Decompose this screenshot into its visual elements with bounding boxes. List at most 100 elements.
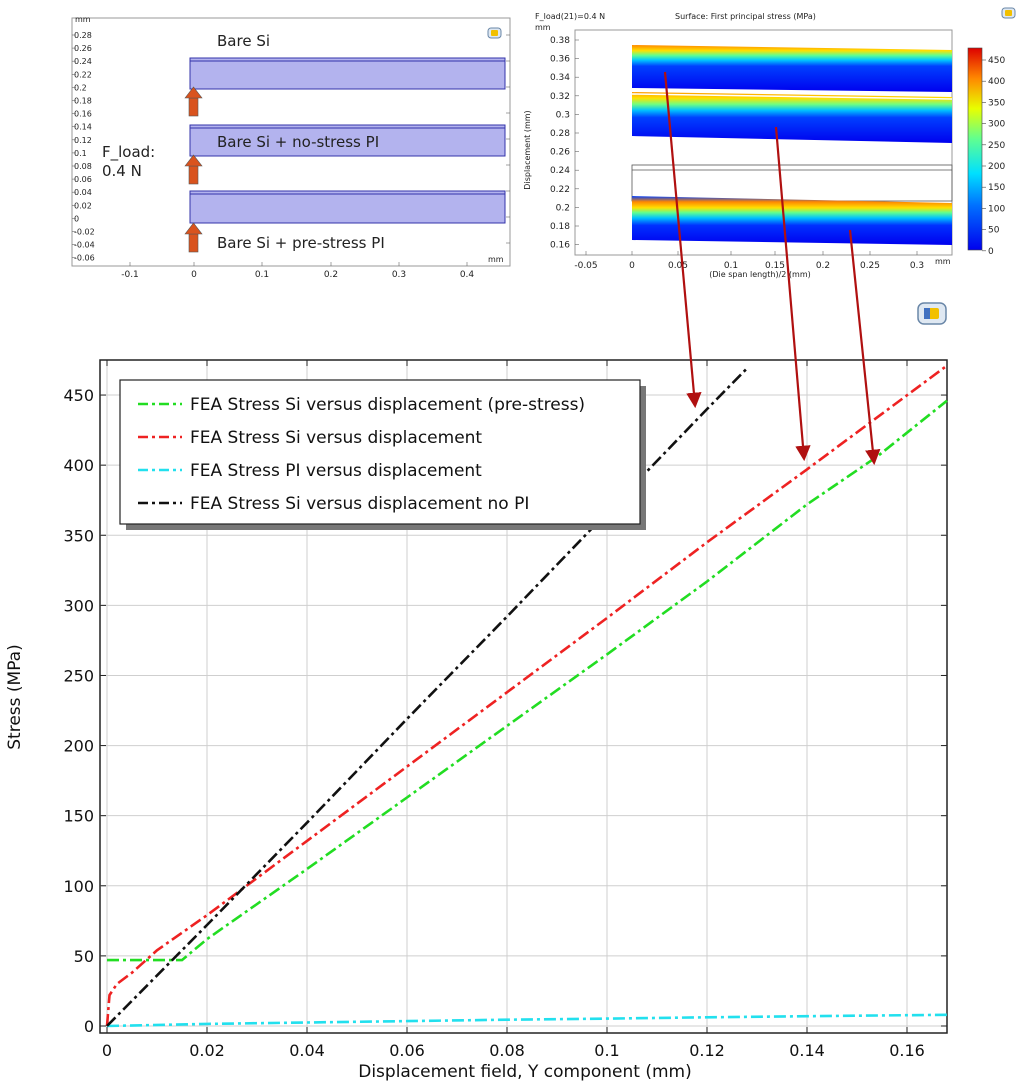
colorbar-tick-label: 250 <box>988 141 1005 151</box>
x-tick-label: 0.12 <box>689 1041 725 1060</box>
surface-x-tick-label: 0.3 <box>910 261 924 271</box>
geometry-y-tick-label: 0.18 <box>74 97 92 106</box>
y-tick-label: 100 <box>63 877 94 896</box>
geometry-y-tick-label: 0.1 <box>74 149 87 158</box>
label-pre-stress: Bare Si + pre-stress PI <box>217 234 385 252</box>
surface-y-tick-label: 0.18 <box>550 222 570 232</box>
surface-y-label: Displacement (mm) <box>523 110 532 189</box>
surface-x-tick-label: 0.05 <box>668 261 688 271</box>
view-cube-icon-large <box>917 302 947 325</box>
y-axis-label: Stress (MPa) <box>5 644 25 750</box>
legend-box <box>119 379 641 525</box>
x-axis-label: Displacement field, Y component (mm) <box>358 1062 692 1082</box>
y-tick-label: 300 <box>63 596 94 615</box>
layer-bare-si <box>189 57 506 90</box>
geometry-y-tick-label: 0.22 <box>74 70 92 79</box>
y-tick-label: 400 <box>63 456 94 475</box>
stress-surface-panel: F_load(21)=0.4 N Surface: First principa… <box>523 7 1016 279</box>
x-tick-label: 0.06 <box>389 1041 425 1060</box>
legend-label: FEA Stress Si versus displacement no PI <box>190 494 529 514</box>
link-arrow-no-stress <box>774 126 811 462</box>
label-load-1: F_load: <box>102 143 155 162</box>
geometry-x-tick-label: 0 <box>191 270 197 280</box>
series-line-3 <box>106 1013 948 1028</box>
geometry-x-tick-label: 0.1 <box>255 270 269 280</box>
geometry-panel: mm mm 0.28 0.26 0.24 0.22 0.2 0.18 0.16 0.14 0.1… <box>71 15 511 280</box>
y-tick-label: 0 <box>84 1017 94 1036</box>
view-cube-icon <box>487 27 502 39</box>
geometry-y-tick-label: -0.06 <box>74 254 95 263</box>
label-bare-si: Bare Si <box>217 32 270 50</box>
series-line-4 <box>106 367 748 1027</box>
geometry-y-unit: mm <box>75 15 91 24</box>
view-cube-icon-2 <box>1001 7 1016 19</box>
geometry-x-unit: mm <box>488 255 504 264</box>
legend-label: FEA Stress Si versus displacement (pre-s… <box>190 395 585 415</box>
geometry-x-tick-label: -0.1 <box>121 270 139 280</box>
link-arrow-pre-stress <box>848 229 881 466</box>
y-tick-label: 150 <box>63 807 94 826</box>
geometry-y-tick-label: 0.08 <box>74 162 92 171</box>
geometry-x-tick-label: 0.4 <box>460 270 475 280</box>
geometry-y-tick-label: 0.06 <box>74 175 92 184</box>
geometry-y-ticks: 0.28 0.26 0.24 0.22 0.2 0.18 0.16 0.14 0.12 0.1 0.… <box>72 31 95 263</box>
colorbar-tick-label: 200 <box>988 162 1005 172</box>
geometry-y-tick-label: 0.16 <box>74 110 92 119</box>
x-tick-label: 0.08 <box>489 1041 525 1060</box>
legend-label: FEA Stress PI versus displacement <box>190 461 482 481</box>
series-line-1 <box>107 399 948 962</box>
geometry-y-tick-label: 0.28 <box>74 31 92 40</box>
surface-y-tick-label: 0.26 <box>550 148 570 158</box>
surface-x-unit: mm <box>935 257 951 266</box>
colorbar <box>967 47 983 251</box>
x-tick-label: 0.02 <box>189 1041 225 1060</box>
x-tick-label: 0.04 <box>289 1041 325 1060</box>
load-arrow-1 <box>184 86 203 117</box>
geometry-y-tick-label: 0 <box>74 214 79 223</box>
y-tick-label: 450 <box>63 386 94 405</box>
y-tick-label: 50 <box>74 947 94 966</box>
geometry-y-tick-label: 0.2 <box>74 83 87 92</box>
geometry-y-tick-label: 0.02 <box>74 201 92 210</box>
surface-x-tick-label: -0.05 <box>574 261 597 271</box>
y-ticks: 0 50 100 150 200 250 300 350 400 450 <box>63 386 947 1036</box>
x-tick-label: 0 <box>102 1041 112 1060</box>
surface-x-tick-label: 0.25 <box>860 261 880 271</box>
surface-y-tick-label: 0.28 <box>550 129 570 139</box>
link-arrows <box>663 71 881 466</box>
colorbar-ticks: 450 400 350 300 250 200 150 100 50 0 <box>982 56 1005 257</box>
colorbar-tick-label: 350 <box>988 98 1005 108</box>
colorbar-tick-label: 150 <box>988 183 1005 193</box>
surface-title-right: Surface: First principal stress (MPa) <box>675 12 816 21</box>
legend: FEA Stress Si versus displacement (pre-s… <box>119 379 646 530</box>
surface-y-tick-label: 0.32 <box>550 92 570 102</box>
series-line-2 <box>105 364 948 1027</box>
surface-band-pre-stress <box>632 196 952 245</box>
surface-x-tick-label: 0.2 <box>816 261 830 271</box>
legend-label: FEA Stress Si versus displacement <box>190 428 482 448</box>
surface-y-tick-label: 0.24 <box>550 166 570 176</box>
surface-x-tick-label: 0 <box>629 261 635 271</box>
y-tick-label: 350 <box>63 526 94 545</box>
surface-y-tick-label: 0.34 <box>550 73 570 83</box>
geometry-y-tick-label: 0.24 <box>74 57 92 66</box>
surface-title-left: F_load(21)=0.4 N <box>535 12 605 21</box>
surface-y-tick-label: 0.2 <box>556 203 570 213</box>
x-tick-label: 0.14 <box>789 1041 825 1060</box>
colorbar-tick-label: 450 <box>988 56 1005 66</box>
geometry-y-tick-label: 0.26 <box>74 44 92 53</box>
layer-pre-stress <box>189 190 506 224</box>
colorbar-tick-label: 0 <box>988 247 994 257</box>
geometry-x-tick-label: 0.2 <box>324 270 338 280</box>
surface-x-ticks: -0.05 0 0.05 0.1 0.15 0.2 0.25 0.3 <box>574 251 924 271</box>
surface-x-tick-label: 0.15 <box>765 261 785 271</box>
colorbar-tick-label: 300 <box>988 120 1005 130</box>
surface-band-bare-si <box>632 45 952 92</box>
geometry-y-tick-label: 0.04 <box>74 188 92 197</box>
geometry-y-tick-label: 0.12 <box>74 136 92 145</box>
colorbar-tick-label: 50 <box>988 226 1000 236</box>
geometry-x-ticks: -0.1 0 0.1 0.2 0.3 0.4 <box>121 34 510 280</box>
surface-y-tick-label: 0.3 <box>556 110 570 120</box>
x-ticks: 0 0.02 0.04 0.06 0.08 0.1 0.12 0.14 0.16 <box>102 360 925 1060</box>
colorbar-tick-label: 100 <box>988 204 1005 214</box>
